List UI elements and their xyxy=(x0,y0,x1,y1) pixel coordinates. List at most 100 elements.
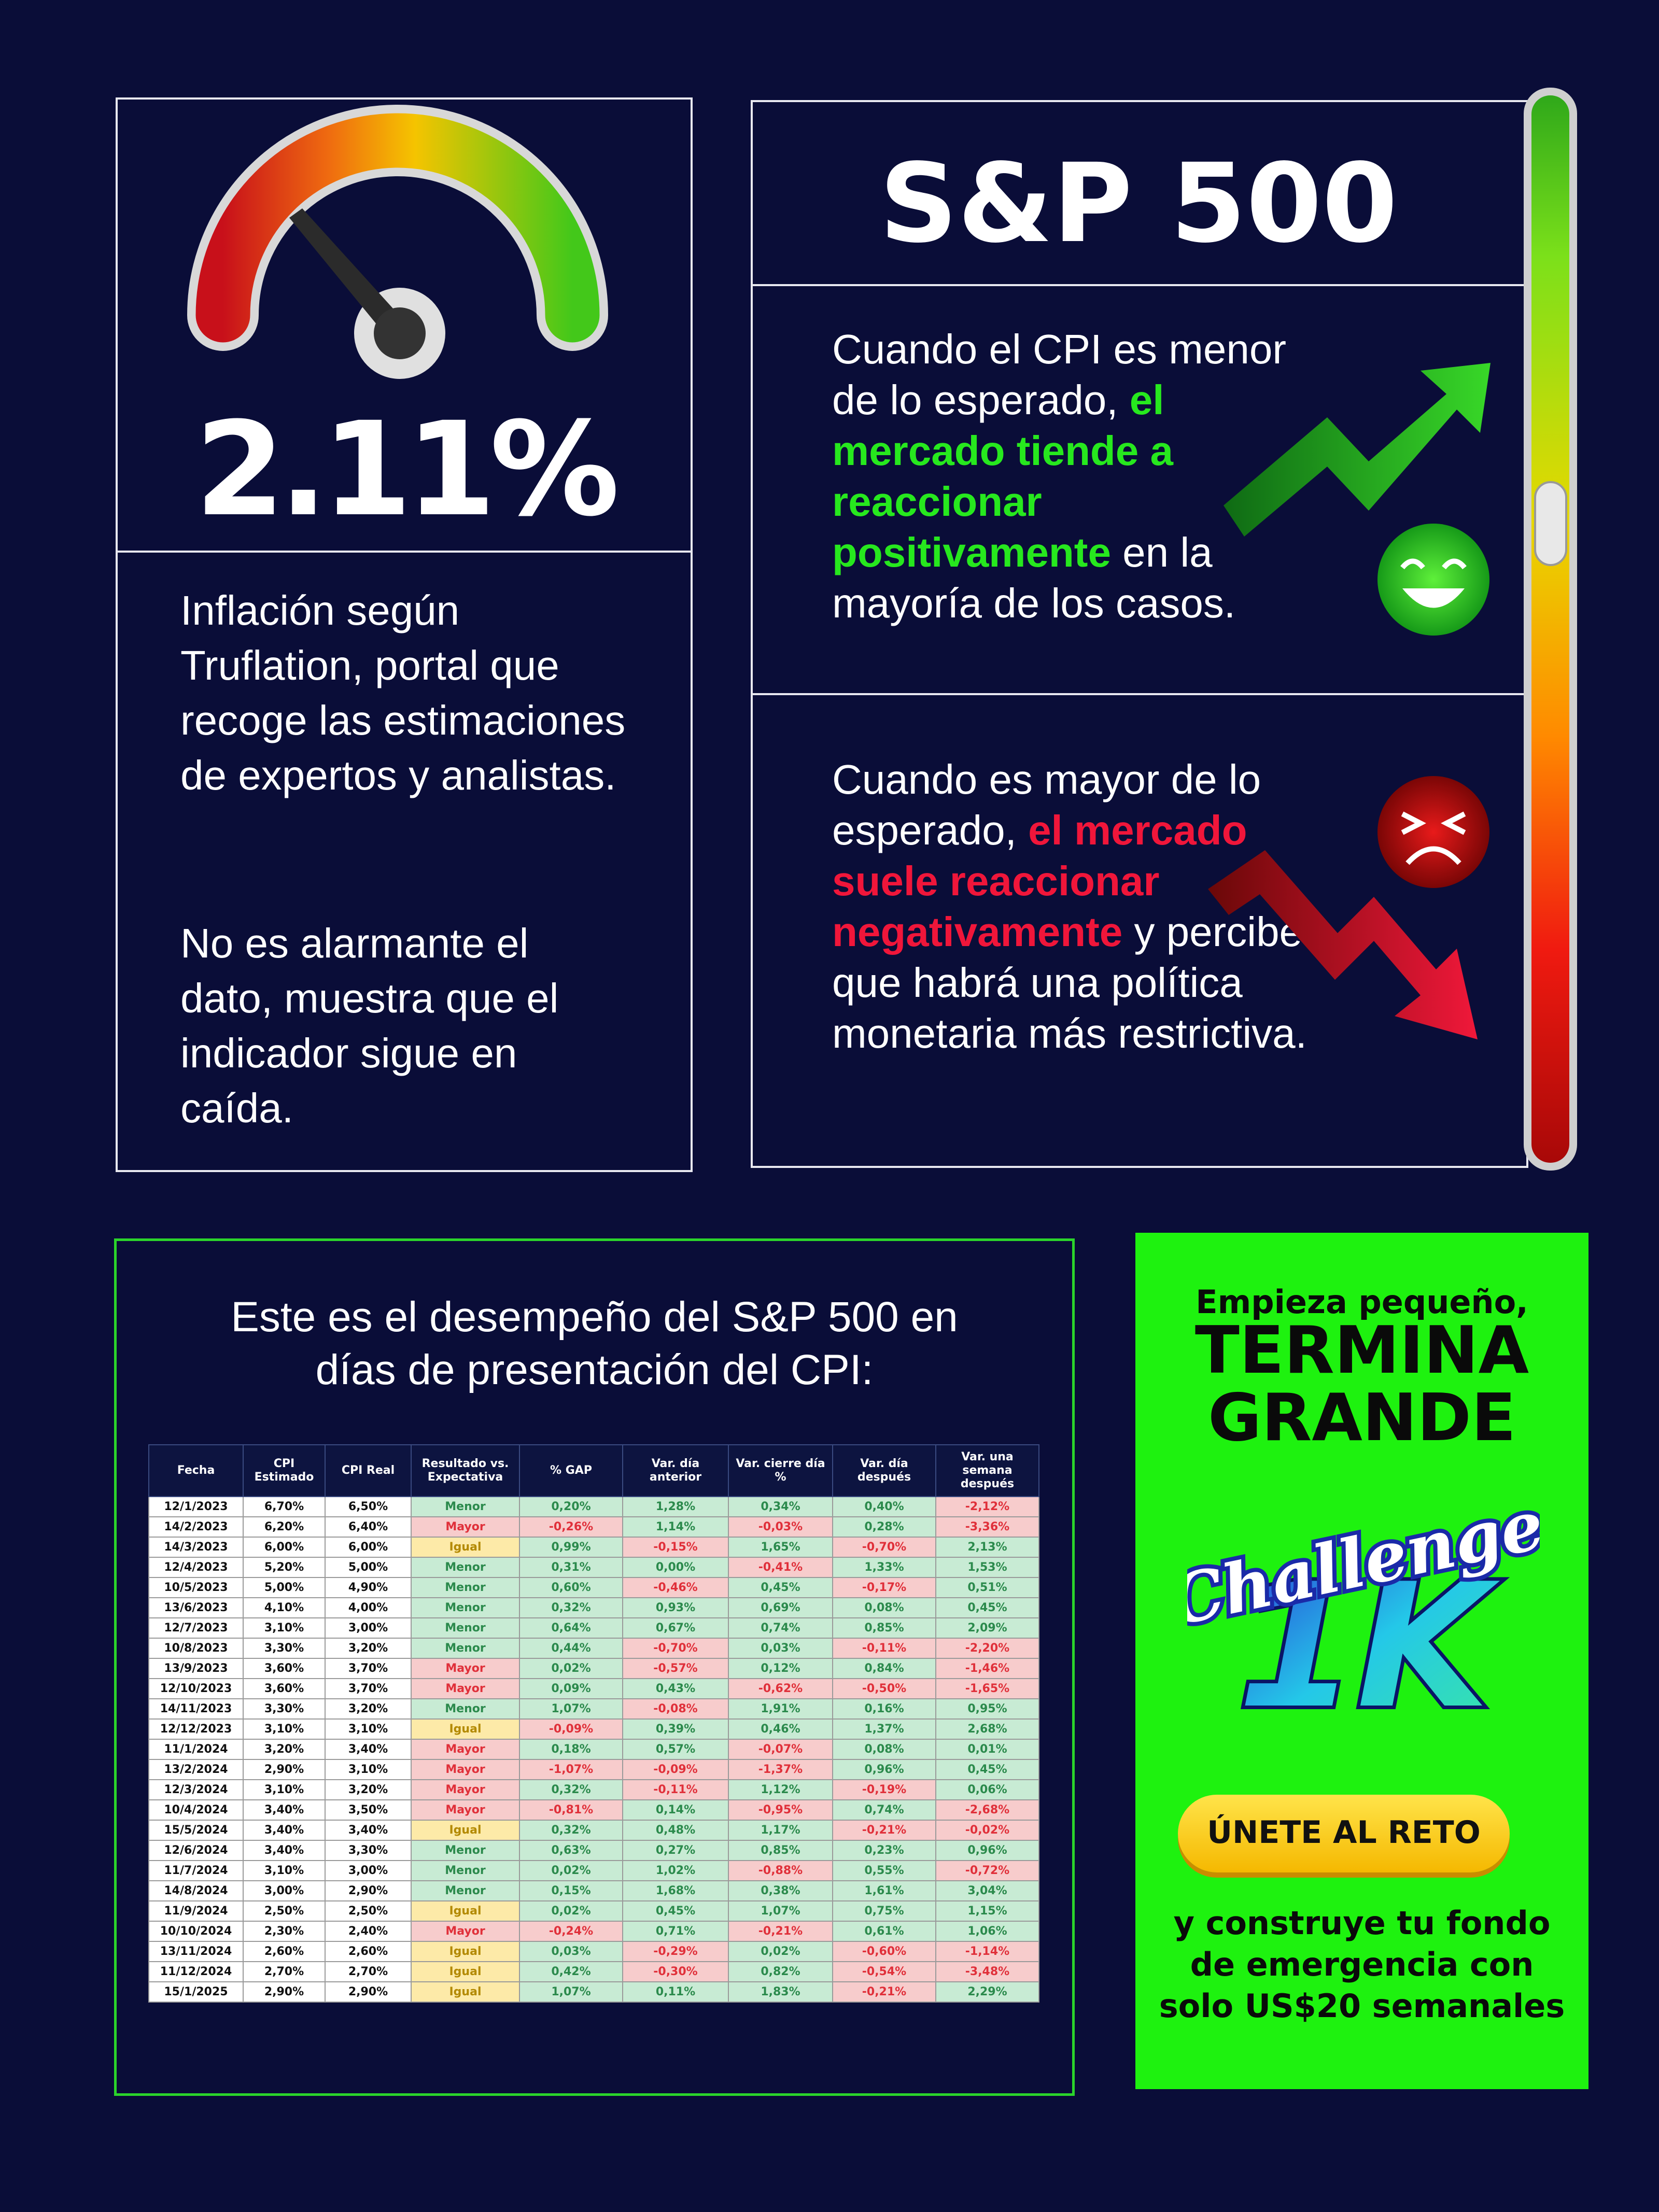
table-cell: -0,09% xyxy=(519,1718,623,1740)
cta-headline: GRANDE xyxy=(1207,1379,1516,1456)
table-cell: 2,70% xyxy=(243,1961,326,1982)
table-cell: 6,00% xyxy=(243,1537,326,1558)
table-cell: -1,07% xyxy=(519,1759,623,1780)
table-cell: 3,10% xyxy=(243,1718,326,1740)
table-cell: 14/3/2023 xyxy=(148,1537,244,1558)
table-cell: -0,57% xyxy=(622,1658,729,1679)
table-cell: Igual xyxy=(411,1718,520,1740)
table-row: 11/7/2024 3,10% 3,00% Menor 0,02% 1,02% -0,88%… xyxy=(148,1860,1039,1881)
performance-panel xyxy=(114,1238,1075,2096)
table-cell: 0,00% xyxy=(622,1557,729,1578)
gauge-needle xyxy=(289,208,409,341)
table-cell: 0,74% xyxy=(832,1799,936,1821)
table-cell: 0,08% xyxy=(832,1597,936,1618)
table-cell: 2,90% xyxy=(243,1759,326,1780)
button-label[interactable]: ÚNETE AL RETO xyxy=(1207,1814,1481,1851)
text: y percibe que habrá una política monetar… xyxy=(832,909,1307,1056)
table-cell: Igual xyxy=(411,1900,520,1922)
table-cell: 3,50% xyxy=(325,1799,412,1821)
table-row: 11/9/2024 2,50% 2,50% Igual 0,02% 0,45% 1,07% 0… xyxy=(148,1900,1039,1922)
table-cell: 0,02% xyxy=(519,1860,623,1881)
table-cell: 3,00% xyxy=(325,1860,412,1881)
table-cell: Menor xyxy=(411,1597,520,1618)
table-cell: 0,14% xyxy=(622,1799,729,1821)
table-cell: Menor xyxy=(411,1577,520,1598)
table-row: 13/2/2024 2,90% 3,10% Mayor -1,07% -0,09% -1,3… xyxy=(148,1759,1039,1780)
table-cell: 0,85% xyxy=(832,1617,936,1639)
table-row: 14/2/2023 6,20% 6,40% Mayor -0,26% 1,14% -0,03… xyxy=(148,1516,1039,1538)
table-cell: 2,70% xyxy=(325,1961,412,1982)
cta-headline: TERMINA xyxy=(1194,1312,1529,1388)
text: Cuando es mayor de lo esperado, xyxy=(832,756,1261,853)
table-cell: 1,68% xyxy=(622,1880,729,1901)
table-cell: 1,07% xyxy=(519,1698,623,1720)
table-row: 12/7/2023 3,10% 3,00% Menor 0,64% 0,67% 0,74% 0… xyxy=(148,1617,1039,1639)
table-cell: 0,16% xyxy=(832,1698,936,1720)
table-cell: 12/3/2024 xyxy=(148,1779,244,1800)
table-cell: Menor xyxy=(411,1557,520,1578)
table-cell: 0,74% xyxy=(728,1617,833,1639)
table-cell: 0,67% xyxy=(622,1617,729,1639)
table-cell: 0,99% xyxy=(519,1537,623,1558)
text: en la mayoría de los casos. xyxy=(832,529,1236,626)
table-cell: Mayor xyxy=(411,1799,520,1821)
table-cell: -0,15% xyxy=(622,1537,729,1558)
table-cell: 0,32% xyxy=(519,1779,623,1800)
table-row: 14/8/2024 3,00% 2,90% Menor 0,15% 1,68% 0,38% 1… xyxy=(148,1880,1039,1901)
table-cell: -0,21% xyxy=(728,1921,833,1942)
table-cell: 0,60% xyxy=(519,1577,623,1598)
table-cell: -0,09% xyxy=(622,1759,729,1780)
table-cell: Menor xyxy=(411,1840,520,1861)
table-cell: -0,62% xyxy=(728,1678,833,1699)
table-row: 12/4/2023 5,20% 5,00% Menor 0,31% 0,00% -0,41%… xyxy=(148,1557,1039,1578)
table-cell: Mayor xyxy=(411,1678,520,1699)
table-cell: 1,65% xyxy=(728,1537,833,1558)
table-cell: 0,45% xyxy=(728,1577,833,1598)
table-cell: 0,03% xyxy=(519,1941,623,1962)
table-cell: 13/6/2023 xyxy=(148,1597,244,1618)
heading-text: Este es el desempeño del S&P 500 en días… xyxy=(231,1293,958,1393)
table-cell: 6,20% xyxy=(243,1516,326,1538)
table-cell: 2,90% xyxy=(243,1981,326,2003)
sp500-title: S&P 500 xyxy=(879,140,1398,267)
table-cell: 1,07% xyxy=(519,1981,623,2003)
performance-table: Fecha CPI Estimado CPI Real Resultado vs. E… xyxy=(148,1444,1039,2003)
join-button[interactable]: ÚNETE AL RETO xyxy=(1178,1795,1510,1872)
column-header: Var. día después xyxy=(832,1444,936,1497)
table-cell: 0,63% xyxy=(519,1840,623,1861)
table-cell: Menor xyxy=(411,1617,520,1639)
table-cell: -0,26% xyxy=(519,1516,623,1538)
table-cell: 0,32% xyxy=(519,1597,623,1618)
table-cell: 0,28% xyxy=(832,1516,936,1538)
table-cell: 4,00% xyxy=(325,1597,412,1618)
inflation-description: Inflación según Truflation, portal que r… xyxy=(180,587,626,798)
table-cell: 0,39% xyxy=(622,1718,729,1740)
table-cell: 12/1/2023 xyxy=(148,1496,244,1517)
table-row: 12/6/2024 3,40% 3,30% Menor 0,63% 0,27% 0,85% 0… xyxy=(148,1840,1039,1861)
table-cell: 3,40% xyxy=(243,1820,326,1841)
table-cell: 10/10/2024 xyxy=(148,1921,244,1942)
logo-number: 1K xyxy=(1238,1547,1501,1746)
highlight: el mercado tiende a reaccionar positivam… xyxy=(832,377,1174,575)
table-cell: -0,60% xyxy=(832,1941,936,1962)
table-cell: 2,90% xyxy=(325,1880,412,1901)
scale-thumb xyxy=(1534,481,1567,566)
column-header: Var. una semana después xyxy=(935,1444,1039,1497)
table-cell: -0,70% xyxy=(832,1537,936,1558)
table-cell: -0,02% xyxy=(935,1820,1039,1841)
table-row: 14/3/2023 6,00% 6,00% Igual 0,99% -0,15% 1,65%… xyxy=(148,1537,1039,1558)
table-cell: 0,18% xyxy=(519,1739,623,1760)
table-cell: 0,20% xyxy=(519,1496,623,1517)
table-cell: 0,48% xyxy=(622,1820,729,1841)
table-cell: 12/12/2023 xyxy=(148,1718,244,1740)
table-cell: 0,84% xyxy=(832,1658,936,1679)
table-cell: 1,91% xyxy=(728,1698,833,1720)
table-cell: 0,96% xyxy=(935,1840,1039,1861)
column-header: Var. cierre día % xyxy=(728,1444,833,1497)
table-cell: 0,42% xyxy=(519,1961,623,1982)
table-cell: 0,32% xyxy=(519,1820,623,1841)
table-cell: -1,14% xyxy=(935,1941,1039,1962)
table-cell: 12/6/2024 xyxy=(148,1840,244,1861)
table-cell: 3,40% xyxy=(325,1739,412,1760)
table-cell: 2,13% xyxy=(935,1537,1039,1558)
